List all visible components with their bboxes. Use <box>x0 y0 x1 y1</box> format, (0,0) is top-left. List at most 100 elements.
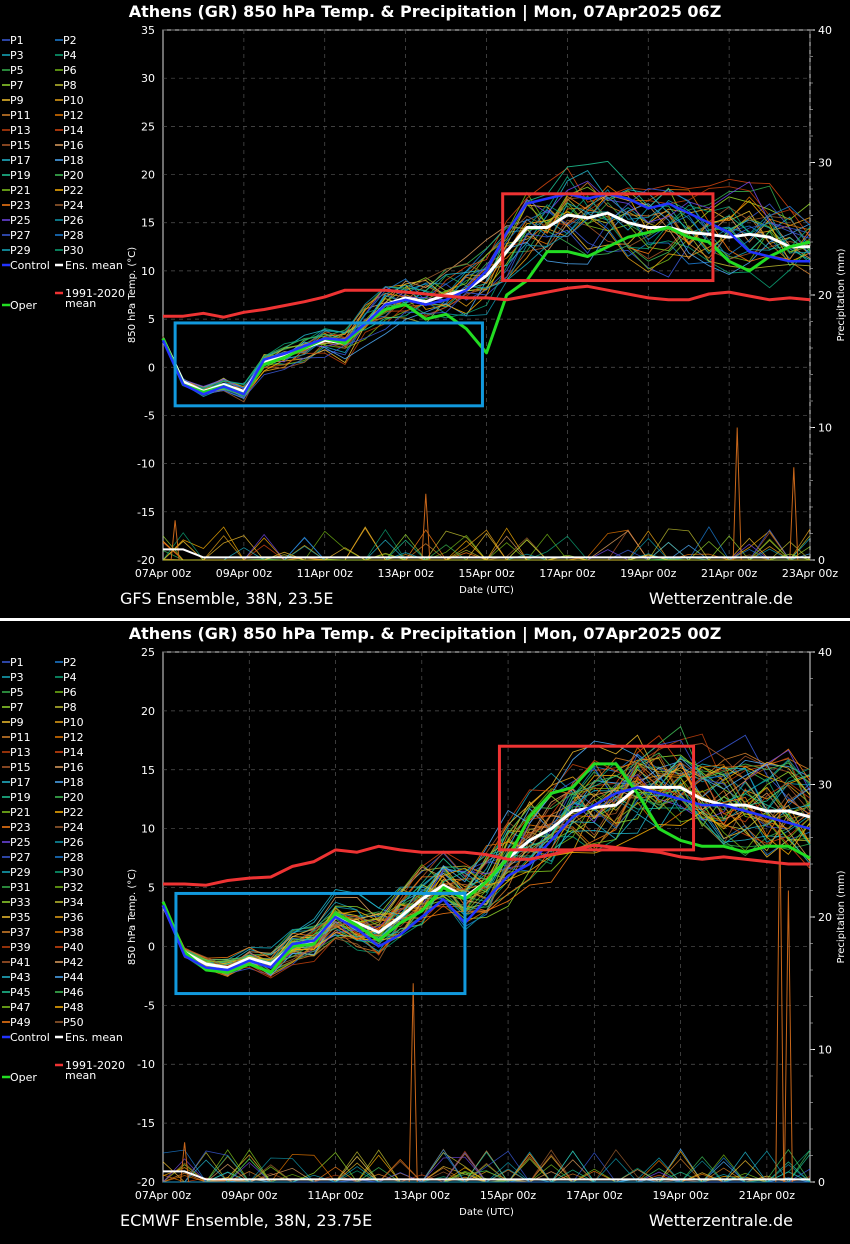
legend-label: P14 <box>63 124 84 137</box>
y2-axis-label: Precipitation (mm) <box>836 248 847 341</box>
legend-label: P16 <box>63 139 84 152</box>
legend-label: P13 <box>10 746 31 759</box>
member-line <box>162 766 811 975</box>
y2-tick-label: 20 <box>818 911 832 924</box>
legend-label: P5 <box>10 686 24 699</box>
member-line <box>162 809 811 967</box>
member-line <box>162 227 811 390</box>
legend-label: P45 <box>10 986 31 999</box>
x-tick-label: 21Apr 00z <box>701 567 758 580</box>
series-line-oper <box>161 762 811 974</box>
legend-label: P42 <box>63 956 84 969</box>
y-tick-label: 20 <box>141 705 155 718</box>
legend-label: P3 <box>10 49 24 62</box>
legend-label-ens-mean: Ens. mean <box>65 259 123 272</box>
legend-label: P1 <box>10 656 24 669</box>
panel-divider <box>0 618 850 621</box>
member-line <box>162 195 811 390</box>
legend-label: P23 <box>10 821 31 834</box>
precip-spike <box>775 810 785 1183</box>
highlight-box <box>501 192 715 283</box>
precip-spike <box>170 520 180 561</box>
member-line <box>162 787 811 964</box>
legend: P1 P2 P3 P4 P5 P6 P7 P8 P9 P10 P11 P12 P13 P14 P15 P16 P… <box>2 34 125 312</box>
site-label: Wetterzentrale.de <box>649 589 793 608</box>
legend-label: P49 <box>10 1016 31 1029</box>
legend-label: P40 <box>63 941 84 954</box>
x-tick-label: 07Apr 00z <box>135 1189 192 1202</box>
legend-label: P10 <box>63 716 84 729</box>
legend-label: P48 <box>63 1001 84 1014</box>
legend-label: P32 <box>63 881 84 894</box>
legend-label: P3 <box>10 671 24 684</box>
y2-axis-label: Precipitation (mm) <box>836 870 847 963</box>
legend-label: P4 <box>63 49 77 62</box>
y-tick-label: 0 <box>148 940 155 953</box>
legend-label: P24 <box>63 199 84 212</box>
x-axis-label: Date (UTC) <box>459 585 514 596</box>
y-tick-label: -20 <box>137 554 155 567</box>
source-label: ECMWF Ensemble, 38N, 23.75E <box>120 1211 372 1230</box>
legend-label: P24 <box>63 821 84 834</box>
legend-label: P30 <box>63 866 84 879</box>
y-tick-label: 20 <box>141 169 155 182</box>
x-tick-label: 13Apr 00z <box>394 1189 451 1202</box>
member-line <box>162 762 811 979</box>
member-line <box>162 188 811 399</box>
chart-title: Athens (GR) 850 hPa Temp. & Precipitatio… <box>129 624 722 644</box>
legend-label: P8 <box>63 79 77 92</box>
legend-label: P37 <box>10 926 31 939</box>
legend-label: P20 <box>63 169 84 182</box>
y2-tick-label: 0 <box>818 554 825 567</box>
legend-label: P6 <box>63 64 77 77</box>
x-tick-label: 11Apr 00z <box>297 567 354 580</box>
y-tick-label: 15 <box>141 764 155 777</box>
legend: P1 P2 P3 P4 P5 P6 P7 P8 P9 P10 P11 P12 P13 P14 P15 P16 P… <box>2 656 125 1084</box>
member-line <box>162 758 811 975</box>
x-tick-label: 09Apr 00z <box>221 1189 278 1202</box>
series-line-1991-2020-mean <box>163 284 811 319</box>
legend-label: P22 <box>63 184 84 197</box>
legend-label: P9 <box>10 716 24 729</box>
y-tick-label: 0 <box>148 361 155 374</box>
site-label: Wetterzentrale.de <box>649 1211 793 1230</box>
y2-tick-label: 0 <box>818 1176 825 1189</box>
legend-label: P47 <box>10 1001 31 1014</box>
precip-spike <box>180 1142 190 1183</box>
member-precip-line <box>163 533 810 561</box>
legend-label: P4 <box>63 671 77 684</box>
series-line-control <box>161 786 811 972</box>
member-line <box>162 762 811 968</box>
legend-label: P15 <box>10 761 31 774</box>
member-line <box>162 761 811 969</box>
legend-label: P27 <box>10 229 31 242</box>
legend-label: P5 <box>10 64 24 77</box>
member-line <box>162 765 811 961</box>
legend-label: P11 <box>10 731 31 744</box>
x-tick-label: 11Apr 00z <box>307 1189 364 1202</box>
legend-label: P21 <box>10 806 31 819</box>
series-line-ens-mean <box>161 211 810 393</box>
precip-spike <box>421 493 431 561</box>
legend-label: P14 <box>63 746 84 759</box>
ecmwf-panel: Athens (GR) 850 hPa Temp. & Precipitatio… <box>0 622 850 1240</box>
member-precip-line <box>162 533 811 561</box>
legend-label: P34 <box>63 896 84 909</box>
legend-label: P28 <box>63 229 84 242</box>
legend-label: P50 <box>63 1016 84 1029</box>
legend-label-climatology: 1991-2020 <box>65 1059 125 1072</box>
y2-tick-label: 10 <box>818 422 832 435</box>
y-tick-label: -5 <box>144 409 155 422</box>
legend-label: P27 <box>10 851 31 864</box>
member-line <box>162 759 811 976</box>
y2-tick-label: 10 <box>818 1044 832 1057</box>
legend-label-oper: Oper <box>10 1071 37 1084</box>
legend-label: P15 <box>10 139 31 152</box>
member-line <box>162 793 811 968</box>
series-line-oper <box>161 226 811 396</box>
highlight-box <box>174 891 467 996</box>
member-precip-line <box>163 1151 811 1183</box>
mean-precip-line <box>163 548 810 559</box>
legend-label: P19 <box>10 791 31 804</box>
legend-label: P29 <box>10 866 31 879</box>
